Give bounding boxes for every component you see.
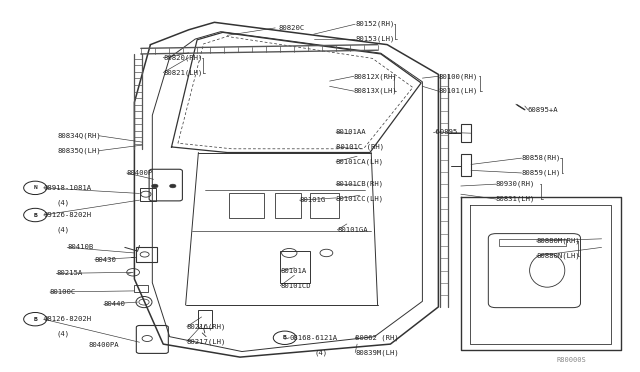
- Text: 80820C: 80820C: [278, 25, 305, 31]
- Text: 80215A: 80215A: [56, 270, 83, 276]
- Text: (4): (4): [56, 331, 70, 337]
- Text: 80835Q(LH): 80835Q(LH): [58, 147, 101, 154]
- Bar: [198, 310, 212, 328]
- Circle shape: [152, 184, 158, 188]
- Text: B: B: [33, 212, 37, 218]
- Text: N: N: [33, 185, 37, 190]
- Text: 80101GA: 80101GA: [337, 227, 368, 233]
- Text: 80880M(RH): 80880M(RH): [536, 238, 580, 244]
- Text: 80440: 80440: [104, 301, 125, 307]
- Text: 80862 (RH): 80862 (RH): [355, 334, 399, 341]
- Text: 80821(LH): 80821(LH): [163, 69, 203, 76]
- Bar: [499, 239, 566, 246]
- Text: 80101A: 80101A: [280, 268, 307, 274]
- Text: 80813X(LH): 80813X(LH): [354, 88, 397, 94]
- Circle shape: [170, 184, 176, 188]
- Text: 80930(RH): 80930(RH): [496, 181, 536, 187]
- Text: 08126-8202H: 08126-8202H: [44, 316, 92, 322]
- Text: 80216(RH): 80216(RH): [187, 323, 227, 330]
- Bar: [229, 193, 264, 218]
- Text: 80812X(RH): 80812X(RH): [354, 73, 397, 80]
- Text: 80101G: 80101G: [300, 197, 326, 203]
- Bar: [310, 193, 339, 218]
- Text: 80400PA: 80400PA: [88, 342, 119, 348]
- Text: B: B: [33, 317, 37, 322]
- Text: -60895: -60895: [432, 129, 458, 135]
- Bar: [134, 285, 148, 292]
- Bar: [461, 154, 471, 176]
- Text: 80410B: 80410B: [67, 244, 93, 250]
- Text: 08168-6121A: 08168-6121A: [289, 335, 337, 341]
- Text: 80101CA(LH): 80101CA(LH): [336, 158, 384, 165]
- Text: 80430: 80430: [95, 257, 116, 263]
- Text: 80859(LH): 80859(LH): [522, 170, 561, 176]
- Text: 80101CD: 80101CD: [280, 283, 311, 289]
- Text: (4): (4): [56, 199, 70, 206]
- Text: 80101AA: 80101AA: [336, 129, 367, 135]
- Text: (4): (4): [56, 227, 70, 233]
- Text: 80101CC(LH): 80101CC(LH): [336, 196, 384, 202]
- Text: 80820(RH): 80820(RH): [163, 54, 203, 61]
- Text: R80000S: R80000S: [557, 357, 586, 363]
- Text: 80839M(LH): 80839M(LH): [355, 349, 399, 356]
- Text: 80153(LH): 80153(LH): [355, 36, 395, 42]
- Text: 80831(LH): 80831(LH): [496, 196, 536, 202]
- Bar: [275, 193, 301, 218]
- Text: 80880N(LH): 80880N(LH): [536, 253, 580, 259]
- Bar: [136, 247, 157, 262]
- Text: 80858(RH): 80858(RH): [522, 155, 561, 161]
- Bar: [280, 251, 310, 283]
- Text: 09126-8202H: 09126-8202H: [44, 212, 92, 218]
- Text: 80100C: 80100C: [50, 289, 76, 295]
- Text: 80101C (RH): 80101C (RH): [336, 144, 384, 150]
- Bar: [140, 188, 156, 201]
- Text: 80834Q(RH): 80834Q(RH): [58, 132, 101, 139]
- Text: B: B: [283, 335, 287, 340]
- Text: 08918-1081A: 08918-1081A: [44, 185, 92, 191]
- Text: 80217(LH): 80217(LH): [187, 338, 227, 345]
- Text: 60895+A: 60895+A: [528, 107, 559, 113]
- Text: 80101CB(RH): 80101CB(RH): [336, 181, 384, 187]
- Bar: [461, 124, 471, 142]
- Text: 80101(LH): 80101(LH): [438, 88, 478, 94]
- Text: 80152(RH): 80152(RH): [355, 21, 395, 28]
- Text: (4): (4): [315, 349, 328, 356]
- Text: 80100(RH): 80100(RH): [438, 73, 478, 80]
- Text: 80400P: 80400P: [127, 170, 153, 176]
